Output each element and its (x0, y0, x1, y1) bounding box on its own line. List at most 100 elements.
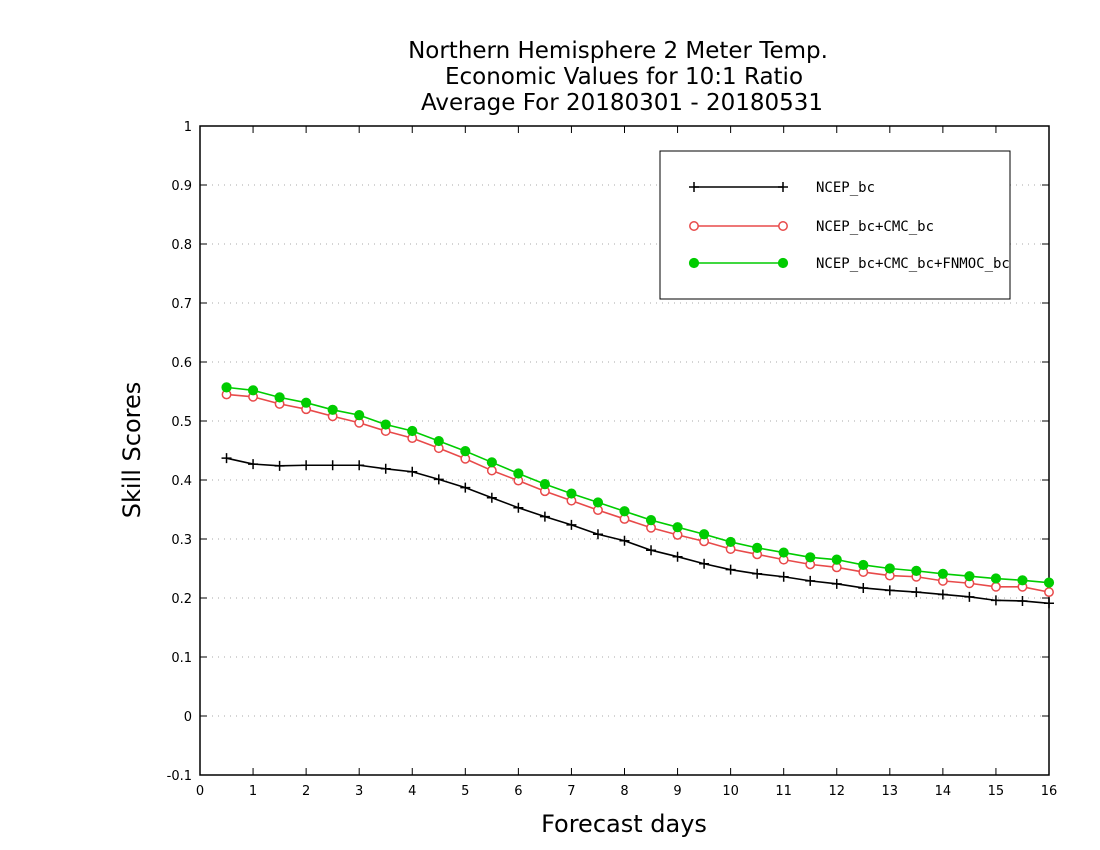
data-point (274, 392, 285, 403)
x-tick-label: 10 (722, 784, 739, 799)
data-point (645, 515, 657, 526)
y-tick-label: 0.2 (171, 592, 192, 607)
y-tick-label: 0.3 (171, 533, 192, 548)
legend-box (659, 150, 1011, 300)
legend-marker (689, 182, 699, 192)
data-point (433, 435, 444, 447)
legend-label: NCEP_bc+CMC_bc (816, 219, 934, 235)
data-point (460, 482, 471, 493)
data-point (858, 559, 869, 571)
x-tick-label: 0 (196, 784, 204, 799)
x-axis-label: Forecast days (541, 810, 707, 838)
data-point (672, 522, 683, 533)
series-3 (221, 382, 1055, 588)
y-axis-ticks: -0.1 0 0.1 0.2 0.3 0.4 0.5 0.6 0.7 0.8 0.9 1 (167, 120, 1049, 784)
legend-label: NCEP_bc+CMC_bc+FNMOC_bc (816, 256, 1010, 272)
data-point (937, 568, 948, 579)
data-point (592, 529, 603, 540)
data-point (1044, 587, 1054, 598)
data-point (778, 547, 789, 558)
data-point (778, 571, 789, 582)
data-point (221, 382, 232, 393)
data-point (937, 589, 948, 600)
series-line (226, 457, 1050, 605)
x-tick-label: 1 (249, 784, 257, 799)
data-point (539, 511, 550, 522)
data-point (1044, 598, 1054, 609)
data-point (1043, 577, 1055, 588)
x-tick-label: 2 (302, 784, 310, 799)
data-point (619, 506, 630, 517)
data-point (327, 460, 338, 471)
x-tick-label: 3 (355, 784, 363, 799)
data-point (513, 502, 524, 513)
data-point (911, 565, 922, 576)
data-point (672, 551, 683, 562)
x-tick-label: 14 (935, 784, 952, 799)
data-point (752, 542, 763, 553)
x-tick-label: 11 (775, 784, 792, 799)
data-point (699, 558, 710, 569)
data-point (566, 519, 577, 530)
series-1 (221, 453, 1054, 609)
x-axis-ticks: 0 1 2 3 4 5 6 7 8 9 10 11 12 13 14 15 16 (196, 126, 1057, 799)
data-point (831, 554, 842, 565)
data-point (354, 460, 365, 471)
data-point (964, 571, 975, 582)
data-point (1017, 595, 1028, 606)
data-point (513, 468, 524, 479)
data-point (884, 585, 895, 596)
legend-marker (777, 257, 789, 269)
legend-marker (778, 221, 788, 231)
data-point (725, 536, 736, 548)
data-point (1017, 575, 1028, 586)
data-point (486, 492, 497, 503)
series-2 (221, 389, 1054, 598)
data-point (433, 474, 444, 485)
legend-marker (688, 257, 700, 269)
data-point (248, 459, 259, 470)
y-tick-label: 0.6 (171, 356, 192, 371)
legend-marker (689, 221, 699, 231)
title-line-3: Average For 20180301 - 20180531 (421, 90, 823, 116)
y-tick-label: 0.4 (171, 474, 192, 489)
data-point (486, 457, 497, 468)
data-point (566, 488, 577, 499)
data-point (884, 563, 895, 574)
y-tick-label: 0.1 (171, 651, 192, 666)
y-tick-label: 0.9 (171, 179, 192, 194)
y-tick-label: 1 (184, 120, 192, 135)
data-point (407, 425, 418, 437)
data-point (380, 463, 391, 474)
data-point (539, 479, 551, 490)
legend-label: NCEP_bc (816, 180, 875, 196)
data-point (805, 575, 816, 586)
data-point (725, 564, 736, 575)
x-tick-label: 8 (620, 784, 628, 799)
data-point (380, 419, 391, 430)
data-point (274, 460, 285, 471)
x-tick-label: 6 (514, 784, 522, 799)
data-point (964, 591, 975, 602)
y-tick-label: -0.1 (167, 769, 192, 784)
y-axis-label: Skill Scores (118, 382, 146, 519)
data-point (805, 552, 816, 563)
data-point (698, 529, 710, 540)
data-point (990, 573, 1002, 584)
y-tick-label: 0 (184, 710, 192, 725)
data-point (592, 497, 604, 508)
data-point (831, 578, 842, 589)
data-point (990, 581, 1001, 592)
data-point (646, 545, 657, 556)
y-tick-label: 0.5 (171, 415, 192, 430)
x-tick-label: 15 (988, 784, 1005, 799)
data-point (990, 595, 1001, 606)
series-line (226, 393, 1050, 593)
x-tick-label: 9 (673, 784, 681, 799)
data-point (752, 568, 763, 579)
series-line (226, 386, 1050, 584)
data-point (247, 385, 259, 396)
y-tick-label: 0.7 (171, 297, 192, 312)
data-point (858, 582, 869, 593)
